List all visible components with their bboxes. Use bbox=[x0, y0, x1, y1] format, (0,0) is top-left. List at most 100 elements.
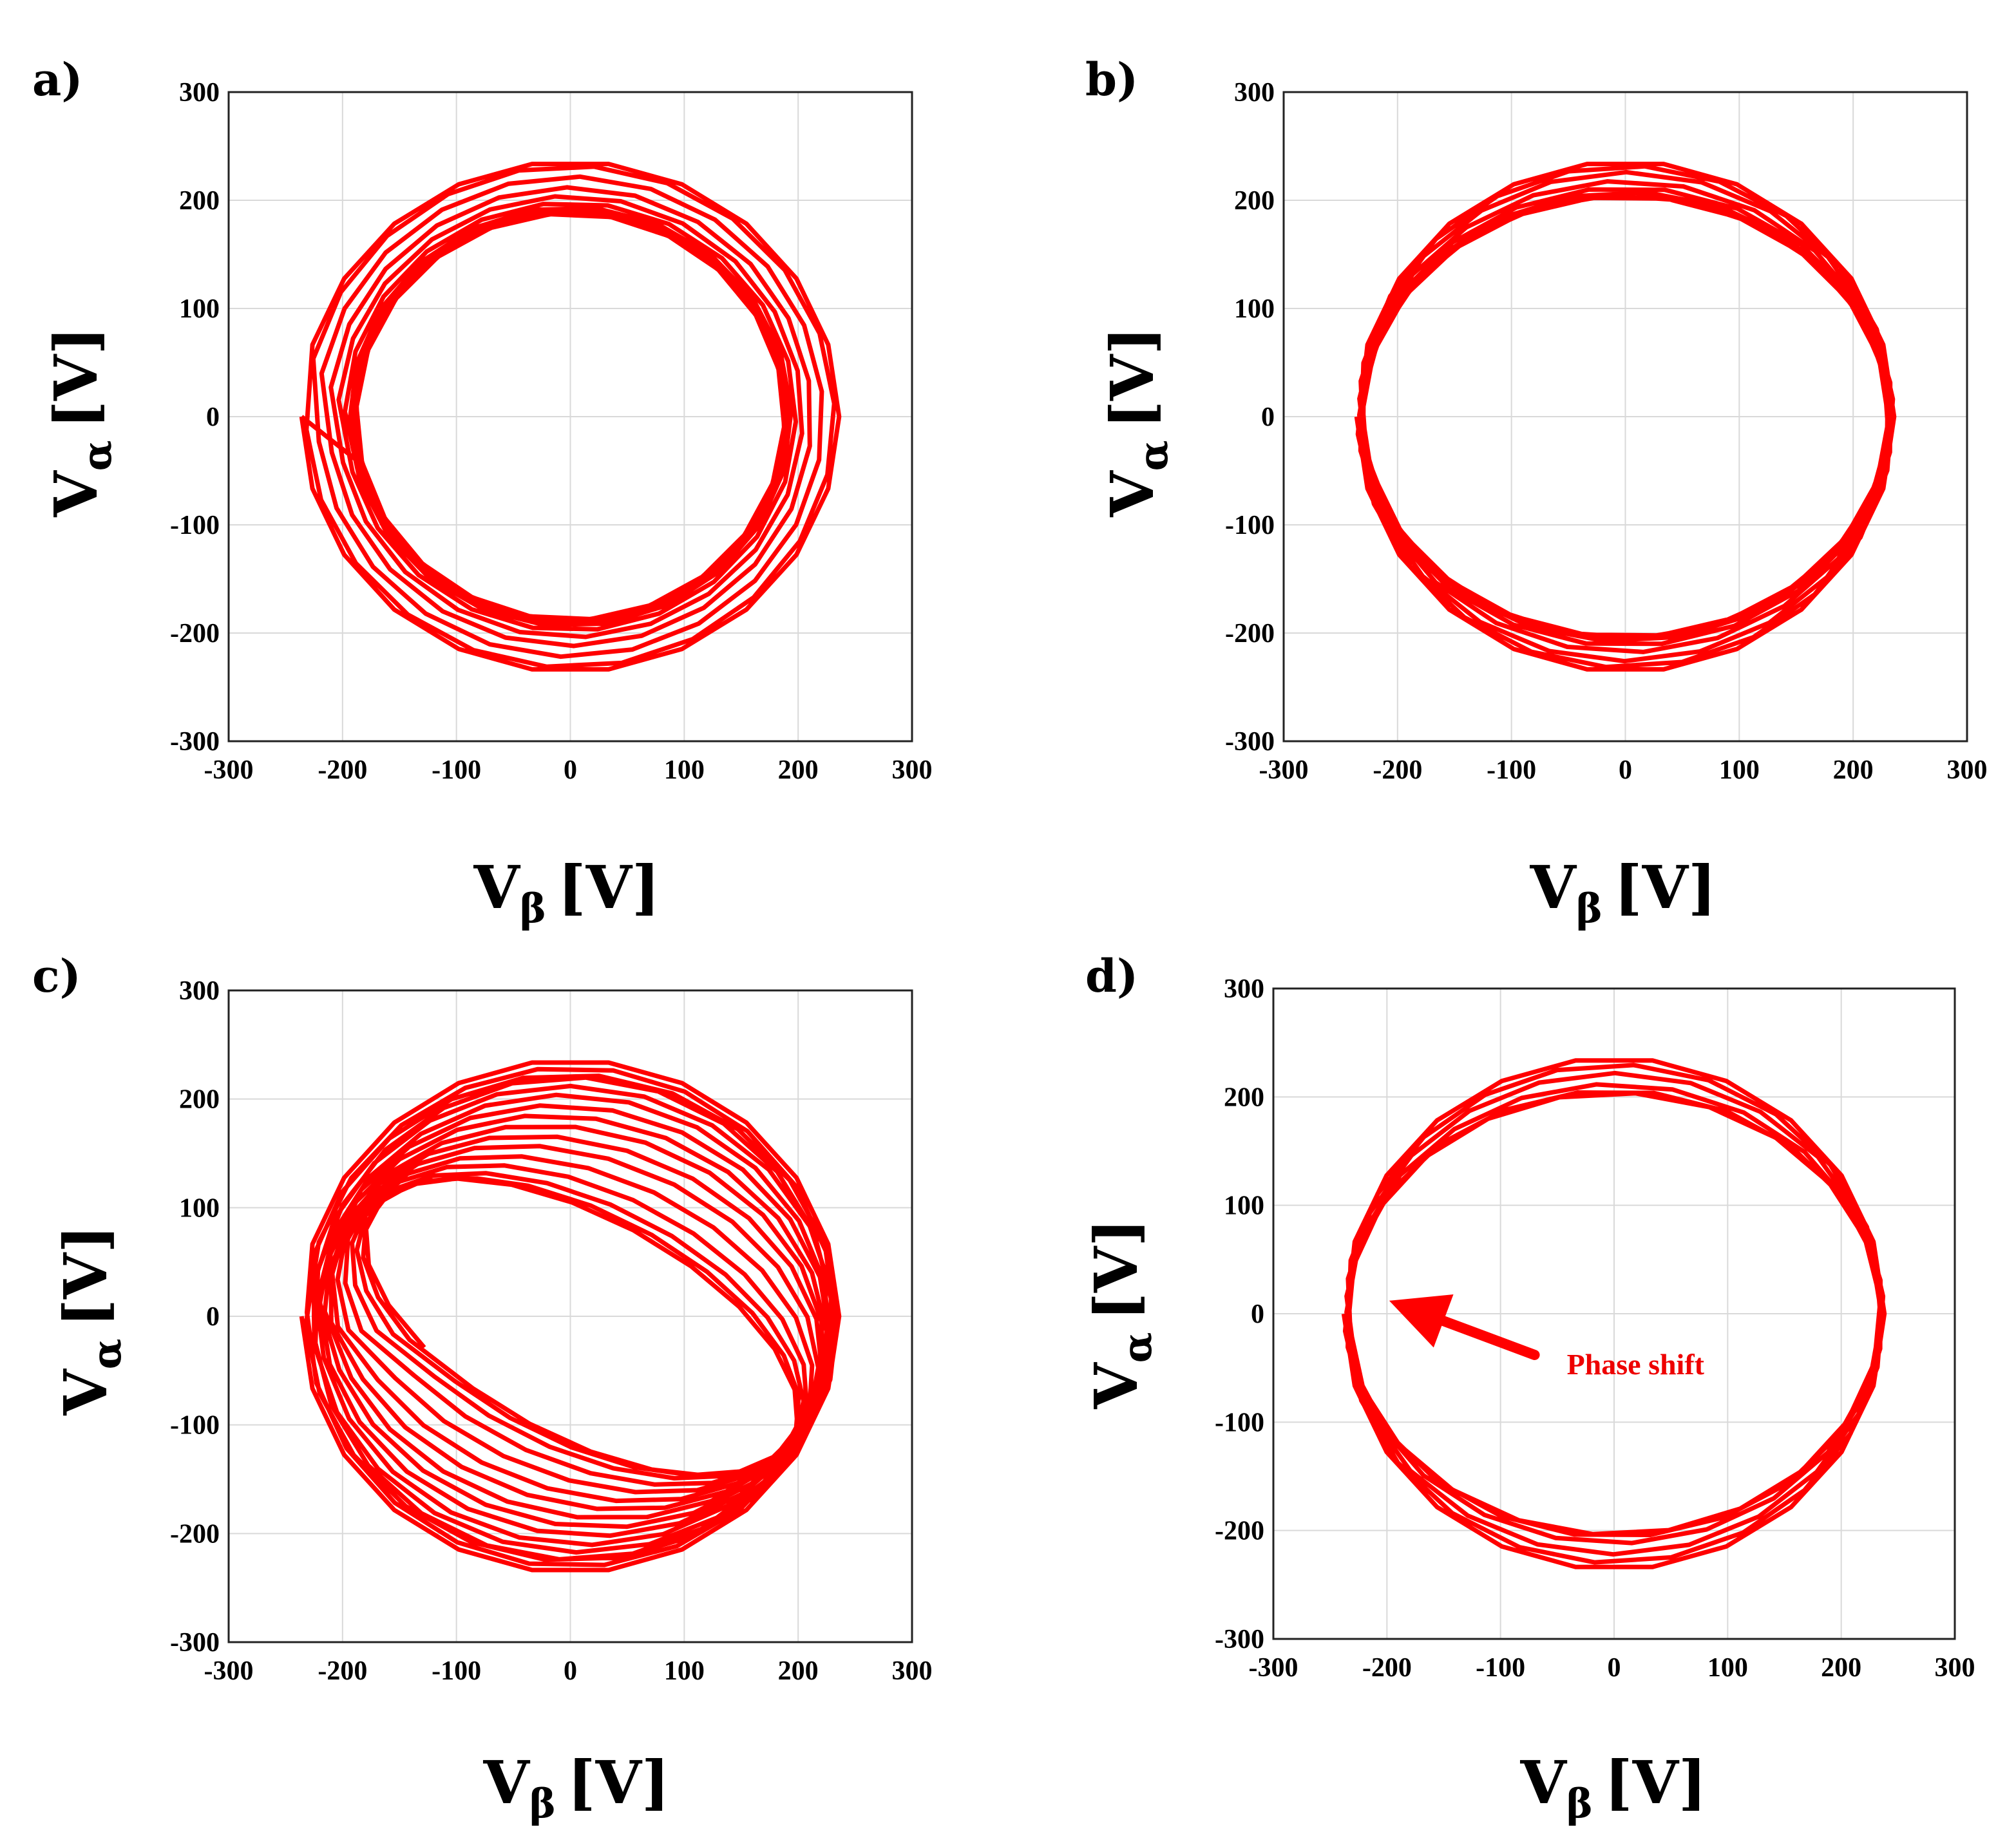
panel-d-ylabel-sub: α bbox=[1114, 1332, 1161, 1363]
panel-d-xtick-label: 100 bbox=[1707, 1653, 1748, 1683]
panel-a-traces bbox=[299, 162, 842, 672]
panel-d-xtick-label: 0 bbox=[1608, 1653, 1621, 1683]
panel-c-ytick-label: 200 bbox=[179, 1085, 220, 1115]
panel-c-xtick-label: 200 bbox=[778, 1656, 819, 1686]
panel-d-annotation-arrow-shaft bbox=[1438, 1316, 1540, 1360]
panel-a-ytick-label: 0 bbox=[206, 402, 220, 432]
panel-d-trace-loop bbox=[1341, 1058, 1887, 1569]
panel-c-xtick-label: -200 bbox=[318, 1656, 367, 1686]
panel-d-xlabel-main: V bbox=[1519, 1748, 1567, 1817]
panel-a: a) -300 -200 -100 0 100 200 300 -300 -200 -100 0 10… bbox=[32, 53, 933, 932]
panel-b-ylabel-main: V bbox=[1098, 470, 1167, 518]
panel-b-plot-frame bbox=[1282, 91, 1968, 743]
panel-d-xlabel: Vβ [V] bbox=[1519, 1748, 1706, 1827]
panel-a-ytick-label: 100 bbox=[179, 294, 220, 324]
panel-a-xtick-label: -300 bbox=[204, 755, 254, 785]
panel-b-ytick-label: 200 bbox=[1234, 186, 1275, 216]
panel-a-ytick-label: -100 bbox=[170, 511, 220, 540]
panel-a-xtick-label: 300 bbox=[892, 755, 933, 785]
panel-b-ytick-label: 100 bbox=[1234, 294, 1275, 324]
panel-a-plot-frame bbox=[227, 91, 913, 743]
panel-d-ytick-label: -100 bbox=[1215, 1408, 1264, 1437]
panel-c-ytick-label: 0 bbox=[206, 1302, 220, 1332]
panel-b-xtick-label: 300 bbox=[1947, 755, 1988, 785]
panel-d-ytick-label: -300 bbox=[1215, 1625, 1264, 1654]
panel-a-xtick-label: 200 bbox=[778, 755, 819, 785]
panel-b-xlabel-main: V bbox=[1529, 853, 1577, 922]
panel-a-ylabel-main: V bbox=[41, 470, 111, 518]
panel-d-ylabel: Vα [V] bbox=[1081, 1218, 1161, 1410]
panel-b-ytick-label: -100 bbox=[1225, 511, 1275, 540]
panel-d-plot-frame bbox=[1272, 987, 1956, 1640]
panel-c-xtick-label: 300 bbox=[892, 1656, 933, 1686]
panel-b-xtick-label: 0 bbox=[1619, 755, 1632, 785]
panel-b-traces bbox=[1354, 162, 1897, 672]
panel-d-ytick-label: 100 bbox=[1224, 1191, 1264, 1221]
panel-a-ticks: -300 -200 -100 0 100 200 300 -300 -200 -100 0 100 20… bbox=[170, 78, 933, 785]
panel-c-xlabel-main: V bbox=[482, 1748, 530, 1817]
panel-c-ylabel-main: V bbox=[51, 1368, 120, 1416]
panel-a-xtick-label: 100 bbox=[664, 755, 705, 785]
panel-a-xlabel: Vβ [V] bbox=[473, 853, 660, 932]
panel-b-xtick-label: -300 bbox=[1259, 755, 1309, 785]
panel-d-ylabel-unit: [V] bbox=[1081, 1218, 1151, 1320]
panel-d-xtick-label: 200 bbox=[1821, 1653, 1861, 1683]
panel-d-xtick-label: -300 bbox=[1249, 1653, 1298, 1683]
panel-a-xtick-label: -100 bbox=[432, 755, 481, 785]
panel-b-letter: b) bbox=[1085, 53, 1138, 106]
panel-d-annotations: Phase shift bbox=[1389, 1294, 1705, 1381]
panel-a-ytick-label: -200 bbox=[170, 619, 220, 648]
panel-b-ytick-label: -200 bbox=[1225, 619, 1275, 648]
panel-a-trace-loop bbox=[299, 162, 842, 672]
panel-a-ylabel-unit: [V] bbox=[41, 326, 111, 428]
panel-c-ylabel: Vα [V] bbox=[51, 1225, 130, 1416]
panel-d-xtick-label: -100 bbox=[1476, 1653, 1525, 1683]
panel-a-xlabel-main: V bbox=[473, 853, 520, 922]
panel-c: c) -300 -200 -100 0 100 200 300 -300 -200 -100 0 10… bbox=[32, 949, 933, 1827]
panel-d: d) -300 -200 -100 0 100 200 300 -300 -200 -100 0 10… bbox=[1081, 949, 1975, 1827]
panel-a-letter: a) bbox=[32, 53, 82, 106]
panel-d-ytick-label: 200 bbox=[1224, 1083, 1264, 1112]
panel-c-letter: c) bbox=[32, 949, 81, 1003]
panel-c-ytick-label: 100 bbox=[179, 1193, 220, 1223]
panel-c-xlabel: Vβ [V] bbox=[482, 1748, 669, 1827]
panel-d-xtick-label: 300 bbox=[1935, 1653, 1975, 1683]
panel-b-xtick-label: 100 bbox=[1719, 755, 1760, 785]
panel-a-ytick-label: 300 bbox=[179, 78, 220, 108]
panel-c-plot-frame bbox=[227, 989, 913, 1643]
panel-d-ytick-label: 0 bbox=[1251, 1300, 1264, 1329]
panel-b-xtick-label: 200 bbox=[1833, 755, 1874, 785]
panel-a-ylabel-sub: α bbox=[73, 440, 120, 471]
panel-c-ytick-label: -100 bbox=[170, 1411, 220, 1441]
panel-c-ytick-label: -200 bbox=[170, 1519, 220, 1549]
panel-d-xtick-label: -200 bbox=[1362, 1653, 1412, 1683]
panel-c-xtick-label: -300 bbox=[204, 1656, 254, 1686]
panel-c-ytick-label: 300 bbox=[179, 976, 220, 1006]
panel-c-xtick-label: 100 bbox=[664, 1656, 705, 1686]
panel-c-ytick-label: -300 bbox=[170, 1628, 220, 1658]
panel-d-xlabel-sub: β bbox=[1566, 1780, 1593, 1827]
panel-a-ytick-label: 200 bbox=[179, 186, 220, 216]
panel-d-ylabel-main: V bbox=[1081, 1362, 1151, 1410]
panel-b-xlabel-unit: [V] bbox=[1614, 853, 1716, 922]
panel-d-ytick-label: 300 bbox=[1224, 974, 1264, 1004]
panel-b-ylabel-sub: α bbox=[1130, 440, 1177, 471]
panel-b-ylabel-unit: [V] bbox=[1098, 326, 1167, 428]
panel-b: b) -300 -200 -100 0 100 200 300 -300 -200 -100 0 10… bbox=[1085, 53, 1988, 932]
panel-d-annotation-arrow-head bbox=[1389, 1294, 1454, 1348]
panel-c-ylabel-unit: [V] bbox=[51, 1225, 120, 1327]
panel-c-ticks: -300 -200 -100 0 100 200 300 -300 -200 -100 0 100 20… bbox=[170, 976, 933, 1686]
panel-c-xlabel-unit: [V] bbox=[567, 1748, 669, 1817]
panel-a-xlabel-sub: β bbox=[520, 885, 546, 932]
panel-c-trace-loop bbox=[299, 1060, 842, 1573]
panel-c-traces bbox=[299, 1060, 842, 1573]
panel-b-ytick-label: 0 bbox=[1261, 402, 1275, 432]
panel-b-xlabel: Vβ [V] bbox=[1529, 853, 1716, 932]
panel-b-xtick-label: -100 bbox=[1487, 755, 1536, 785]
panel-b-xtick-label: -200 bbox=[1373, 755, 1422, 785]
panel-d-xlabel-unit: [V] bbox=[1604, 1748, 1706, 1817]
panel-d-traces bbox=[1341, 1058, 1887, 1569]
panel-b-trace-loop bbox=[1354, 162, 1897, 672]
panel-b-xlabel-sub: β bbox=[1576, 885, 1602, 932]
